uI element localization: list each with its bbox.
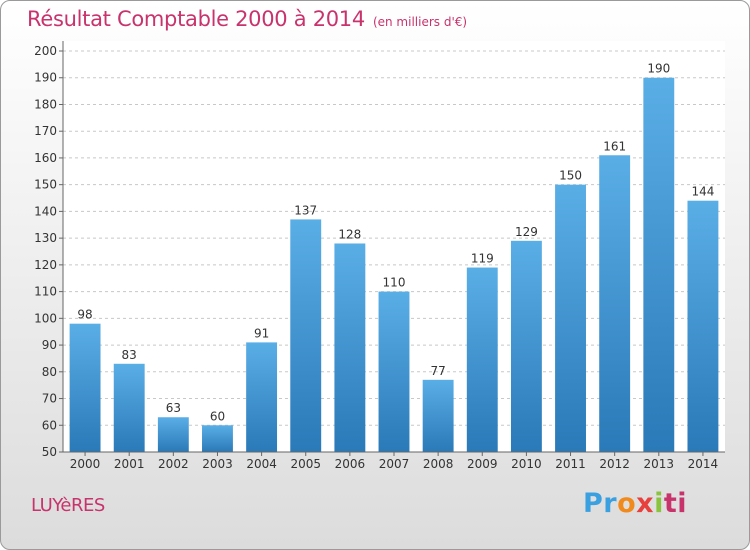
bar-value-label: 129 bbox=[515, 225, 538, 239]
bar bbox=[246, 342, 278, 452]
bar bbox=[202, 425, 233, 452]
chart-unit: (en milliers d'€) bbox=[372, 15, 468, 29]
x-tick-label: 2008 bbox=[423, 457, 454, 471]
logo-part-1: Pr bbox=[583, 488, 618, 519]
y-tick-label: 140 bbox=[34, 204, 57, 218]
chart-title-block: Résultat Comptable 2000 à 2014 (en millie… bbox=[27, 7, 467, 31]
bars: 98 83 63 60 91 137 128 110 77 119 129 150 161 190 144 bbox=[69, 62, 719, 452]
bar bbox=[643, 77, 675, 452]
x-tick-label: 2006 bbox=[335, 457, 366, 471]
y-tick-label: 60 bbox=[42, 418, 57, 432]
y-tick-label: 180 bbox=[34, 97, 57, 111]
logo-part-5: ti bbox=[663, 488, 688, 519]
bar-value-label: 119 bbox=[471, 252, 494, 266]
y-tick-label: 110 bbox=[34, 285, 57, 299]
y-tick-label: 90 bbox=[42, 338, 57, 352]
bar-value-label: 128 bbox=[338, 227, 361, 241]
bar-value-label: 98 bbox=[77, 308, 92, 322]
bar bbox=[378, 291, 410, 452]
bar bbox=[422, 379, 454, 452]
bar bbox=[555, 184, 586, 452]
town-name: LUYèRES bbox=[31, 495, 105, 516]
bar bbox=[157, 417, 189, 452]
bar-value-label: 63 bbox=[166, 401, 181, 415]
bar-value-label: 60 bbox=[210, 409, 225, 423]
bar bbox=[69, 323, 101, 452]
y-tick-label: 150 bbox=[34, 178, 57, 192]
x-tick-label: 2001 bbox=[114, 457, 145, 471]
bar bbox=[510, 240, 542, 452]
x-tick-label: 2013 bbox=[644, 457, 675, 471]
y-tick-label: 50 bbox=[42, 445, 57, 459]
bar-value-label: 91 bbox=[254, 326, 269, 340]
x-tick-label: 2005 bbox=[290, 457, 321, 471]
bar bbox=[687, 200, 719, 452]
bar-value-label: 77 bbox=[430, 364, 445, 378]
bar bbox=[599, 155, 631, 452]
bar bbox=[113, 363, 145, 452]
x-tick-label: 2007 bbox=[379, 457, 410, 471]
y-tick-label: 100 bbox=[34, 311, 57, 325]
y-tick-label: 190 bbox=[34, 71, 57, 85]
y-tick-label: 170 bbox=[34, 124, 57, 138]
bar bbox=[466, 267, 498, 452]
y-tick-label: 80 bbox=[42, 365, 57, 379]
bar-value-label: 190 bbox=[647, 62, 670, 76]
bar-value-label: 110 bbox=[383, 276, 406, 290]
y-tick-label: 130 bbox=[34, 231, 57, 245]
x-tick-label: 2003 bbox=[202, 457, 233, 471]
logo-part-3: x bbox=[636, 488, 655, 519]
bar bbox=[290, 219, 322, 452]
bar bbox=[334, 243, 366, 452]
x-tick-label: 2009 bbox=[467, 457, 498, 471]
x-tick-label: 2004 bbox=[246, 457, 277, 471]
x-tick-label: 2002 bbox=[158, 457, 189, 471]
logo-part-2: o bbox=[617, 488, 637, 519]
bar-value-label: 150 bbox=[559, 169, 582, 183]
y-tick-label: 70 bbox=[42, 392, 57, 406]
bar-value-label: 137 bbox=[294, 203, 317, 217]
bar-value-label: 83 bbox=[122, 348, 137, 362]
y-axis-ticks: 50 60 70 80 90 100 110 120 130 140 150 160 170 180 190… bbox=[34, 44, 63, 459]
x-axis-ticks: 2000 2001 2002 2003 2004 2005 2006 2007 2008 2009… bbox=[70, 452, 718, 471]
x-tick-label: 2012 bbox=[599, 457, 630, 471]
x-tick-label: 2000 bbox=[70, 457, 101, 471]
x-tick-label: 2014 bbox=[688, 457, 719, 471]
chart-title: Résultat Comptable 2000 à 2014 bbox=[27, 7, 365, 31]
bar-value-label: 161 bbox=[603, 139, 626, 153]
y-tick-label: 160 bbox=[34, 151, 57, 165]
proxiti-logo[interactable]: Proxiti bbox=[583, 488, 687, 519]
x-tick-label: 2011 bbox=[555, 457, 586, 471]
bar-value-label: 144 bbox=[691, 185, 714, 199]
logo-part-4: i bbox=[654, 488, 664, 519]
x-tick-label: 2010 bbox=[511, 457, 542, 471]
y-tick-label: 120 bbox=[34, 258, 57, 272]
y-tick-label: 200 bbox=[34, 44, 57, 58]
